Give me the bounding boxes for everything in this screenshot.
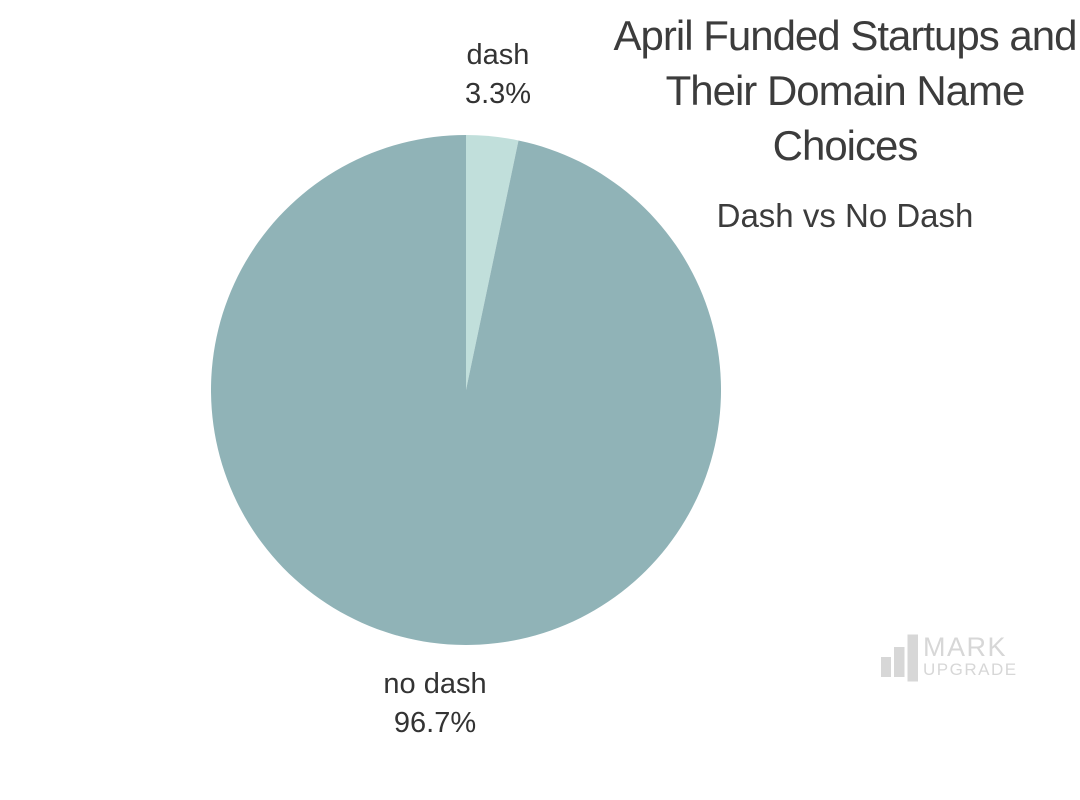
slice-label-dash-value: 3.3% — [464, 78, 532, 110]
slice-label-no-dash-name: no dash — [383, 668, 487, 700]
watermark-line-1: MARK — [923, 632, 1008, 662]
slice-label-dash-name: dash — [466, 39, 530, 71]
pie-chart — [211, 135, 721, 645]
slice-label-dash: dash 3.3% — [398, 36, 598, 114]
watermark-text: MARK UPGRADE — [923, 632, 1018, 680]
bar-chart-icon — [881, 634, 918, 682]
slice-label-no-dash: no dash 96.7% — [335, 665, 535, 743]
bar-chart-icon-bar-1 — [881, 657, 891, 677]
slice-label-no-dash-value: 96.7% — [393, 707, 477, 739]
title-line-3: Choices — [772, 122, 919, 169]
pie-slice-dash — [466, 135, 519, 390]
bar-chart-icon-bar-3 — [907, 634, 918, 682]
bar-chart-icon-bar-2 — [894, 647, 905, 677]
watermark-line-2: UPGRADE — [923, 660, 1018, 679]
pie-slice-no-dash — [211, 135, 721, 645]
chart-subtitle: Dash vs No Dash — [716, 197, 974, 234]
watermark-logo: MARK UPGRADE — [880, 634, 1018, 682]
chart-title: April Funded Startups and Their Domain N… — [610, 8, 1080, 173]
title-line-2: Their Domain Name — [665, 67, 1026, 114]
title-line-1: April Funded Startups and — [613, 12, 1078, 59]
